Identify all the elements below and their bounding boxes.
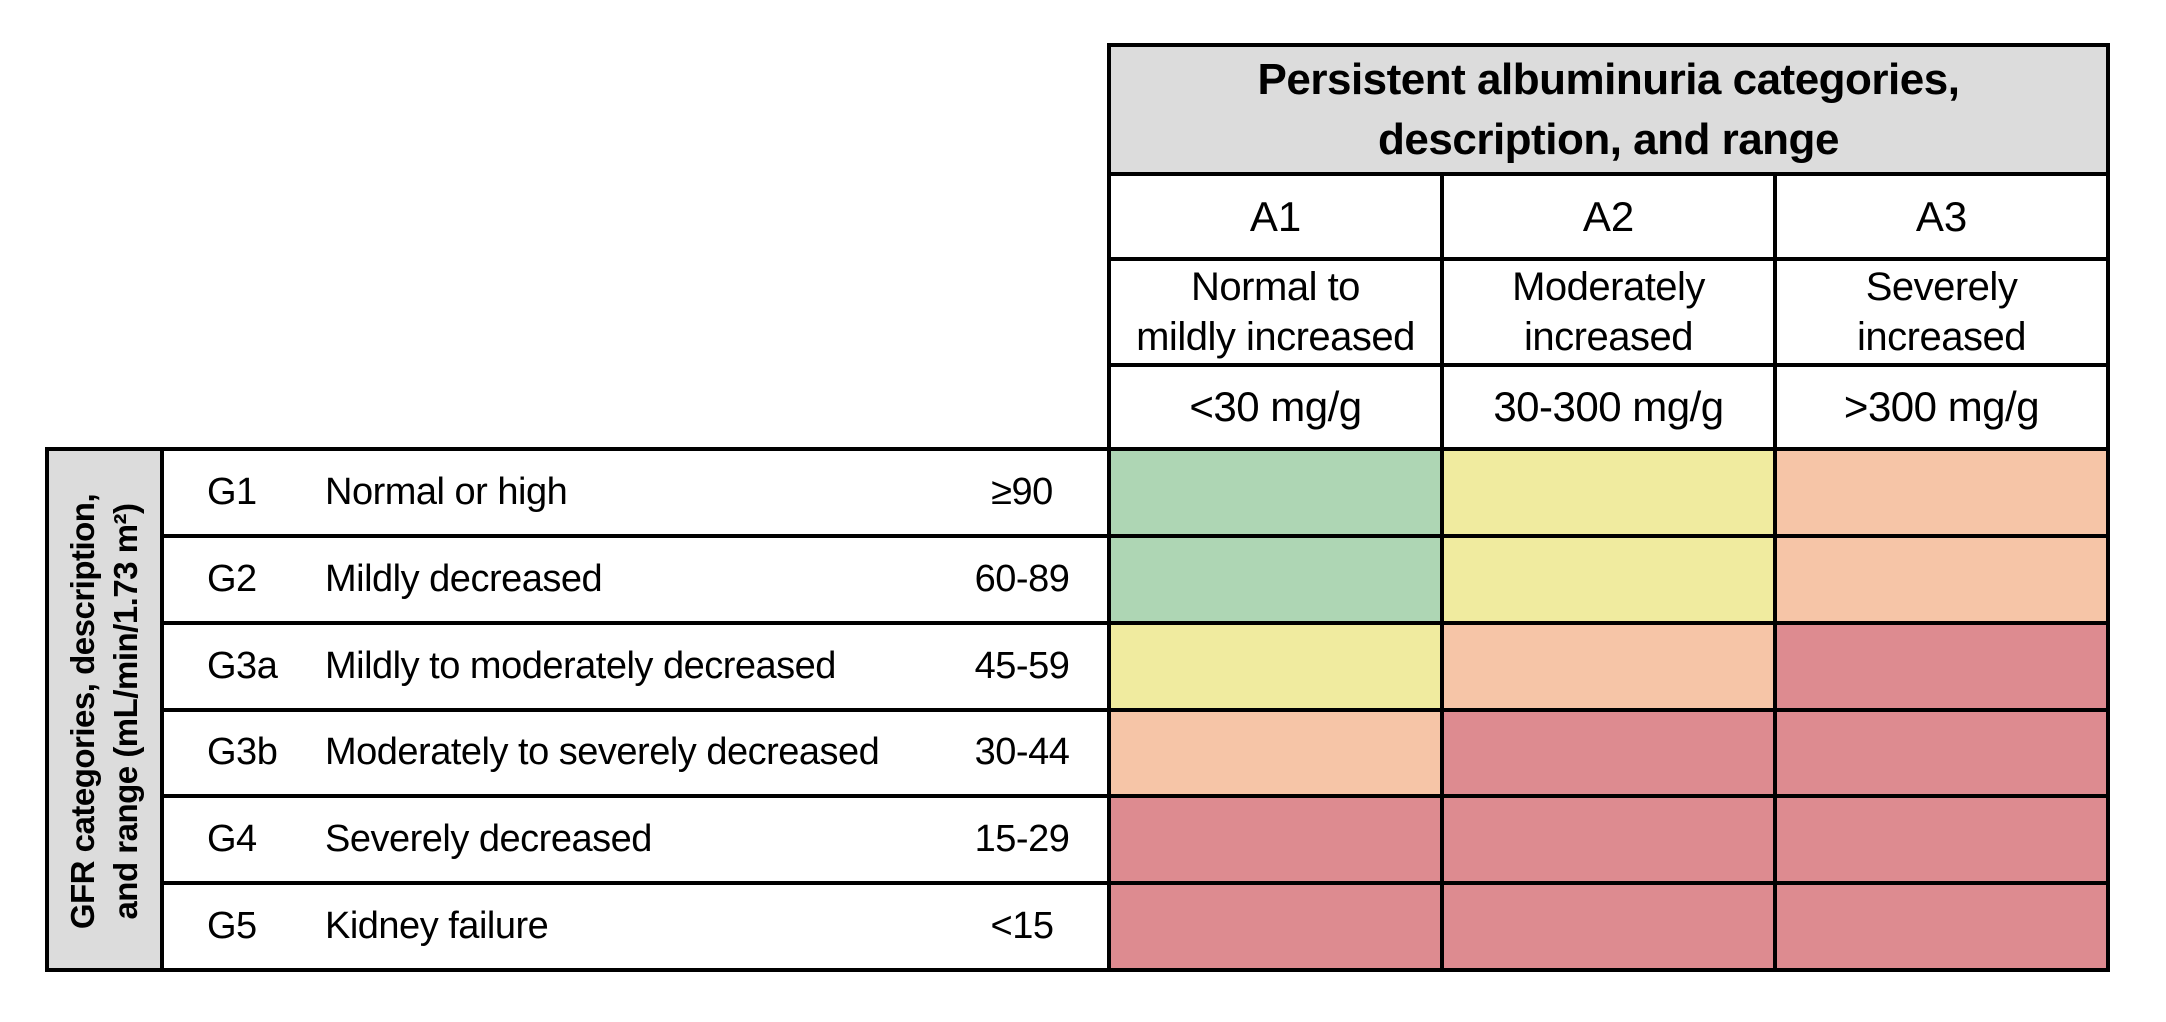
gfr-desc: Kidney failure — [325, 905, 549, 948]
risk-cell-g1-a2 — [1440, 447, 1773, 534]
gfr-row-g5: G5 Kidney failure <15 — [160, 881, 1107, 968]
albuminuria-risk-table: Persistent albuminuria categories, descr… — [1107, 43, 2110, 972]
albuminuria-desc-a1: Normal to mildly increased — [1107, 257, 1440, 363]
gfr-code: G3b — [207, 731, 278, 774]
albuminuria-code-a2: A2 — [1440, 172, 1773, 257]
gfr-code: G2 — [207, 557, 257, 600]
gfr-axis-cell: GFR categories, description, and range (… — [45, 447, 160, 968]
gfr-desc: Mildly decreased — [325, 557, 603, 600]
risk-cell-g2-a3 — [1773, 533, 2106, 621]
gfr-axis-label: GFR categories, description, and range (… — [63, 493, 144, 930]
gfr-desc: Moderately to severely decreased — [325, 731, 880, 774]
gfr-range: ≥90 — [991, 470, 1053, 513]
risk-cell-g1-a1 — [1107, 447, 1440, 534]
albuminuria-header: Persistent albuminuria categories, descr… — [1107, 43, 2106, 172]
risk-cell-g2-a2 — [1440, 533, 1773, 621]
risk-cell-g3a-a3 — [1773, 620, 2106, 708]
risk-cell-g5-a1 — [1107, 881, 1440, 968]
gfr-code: G5 — [207, 905, 257, 948]
risk-cell-g3b-a1 — [1107, 707, 1440, 795]
gfr-range: 45-59 — [974, 644, 1070, 687]
risk-cell-g2-a1 — [1107, 533, 1440, 621]
risk-cell-g3b-a2 — [1440, 707, 1773, 795]
albuminuria-desc-a2: Moderately increased — [1440, 257, 1773, 363]
albuminuria-code-a1: A1 — [1107, 172, 1440, 257]
risk-cell-g5-a3 — [1773, 881, 2106, 968]
risk-cell-g4-a3 — [1773, 794, 2106, 882]
gfr-range: 60-89 — [974, 557, 1070, 600]
gfr-row-g2: G2 Mildly decreased 60-89 — [160, 533, 1107, 621]
albuminuria-range-a2: 30-300 mg/g — [1440, 363, 1773, 447]
gfr-code: G3a — [207, 644, 278, 687]
gfr-code: G4 — [207, 818, 257, 861]
risk-cell-g5-a2 — [1440, 881, 1773, 968]
risk-cell-g3b-a3 — [1773, 707, 2106, 795]
gfr-row-g3a: G3a Mildly to moderately decreased 45-59 — [160, 620, 1107, 708]
gfr-desc: Mildly to moderately decreased — [325, 644, 836, 687]
albuminuria-desc-a3: Severely increased — [1773, 257, 2106, 363]
risk-cell-g1-a3 — [1773, 447, 2106, 534]
gfr-code: G1 — [207, 470, 257, 513]
risk-cell-g3a-a1 — [1107, 620, 1440, 708]
albuminuria-range-a1: <30 mg/g — [1107, 363, 1440, 447]
gfr-row-g1: G1 Normal or high ≥90 — [160, 447, 1107, 534]
gfr-range: 30-44 — [974, 731, 1070, 774]
gfr-row-g4: G4 Severely decreased 15-29 — [160, 794, 1107, 882]
gfr-range: 15-29 — [974, 818, 1070, 861]
risk-cell-g4-a2 — [1440, 794, 1773, 882]
gfr-range: <15 — [990, 905, 1054, 948]
gfr-desc: Normal or high — [325, 470, 568, 513]
risk-cell-g3a-a2 — [1440, 620, 1773, 708]
gfr-category-table: GFR categories, description, and range (… — [45, 447, 1107, 972]
gfr-desc: Severely decreased — [325, 818, 652, 861]
risk-cell-g4-a1 — [1107, 794, 1440, 882]
albuminuria-range-a3: >300 mg/g — [1773, 363, 2106, 447]
albuminuria-code-a3: A3 — [1773, 172, 2106, 257]
gfr-row-g3b: G3b Moderately to severely decreased 30-… — [160, 707, 1107, 795]
